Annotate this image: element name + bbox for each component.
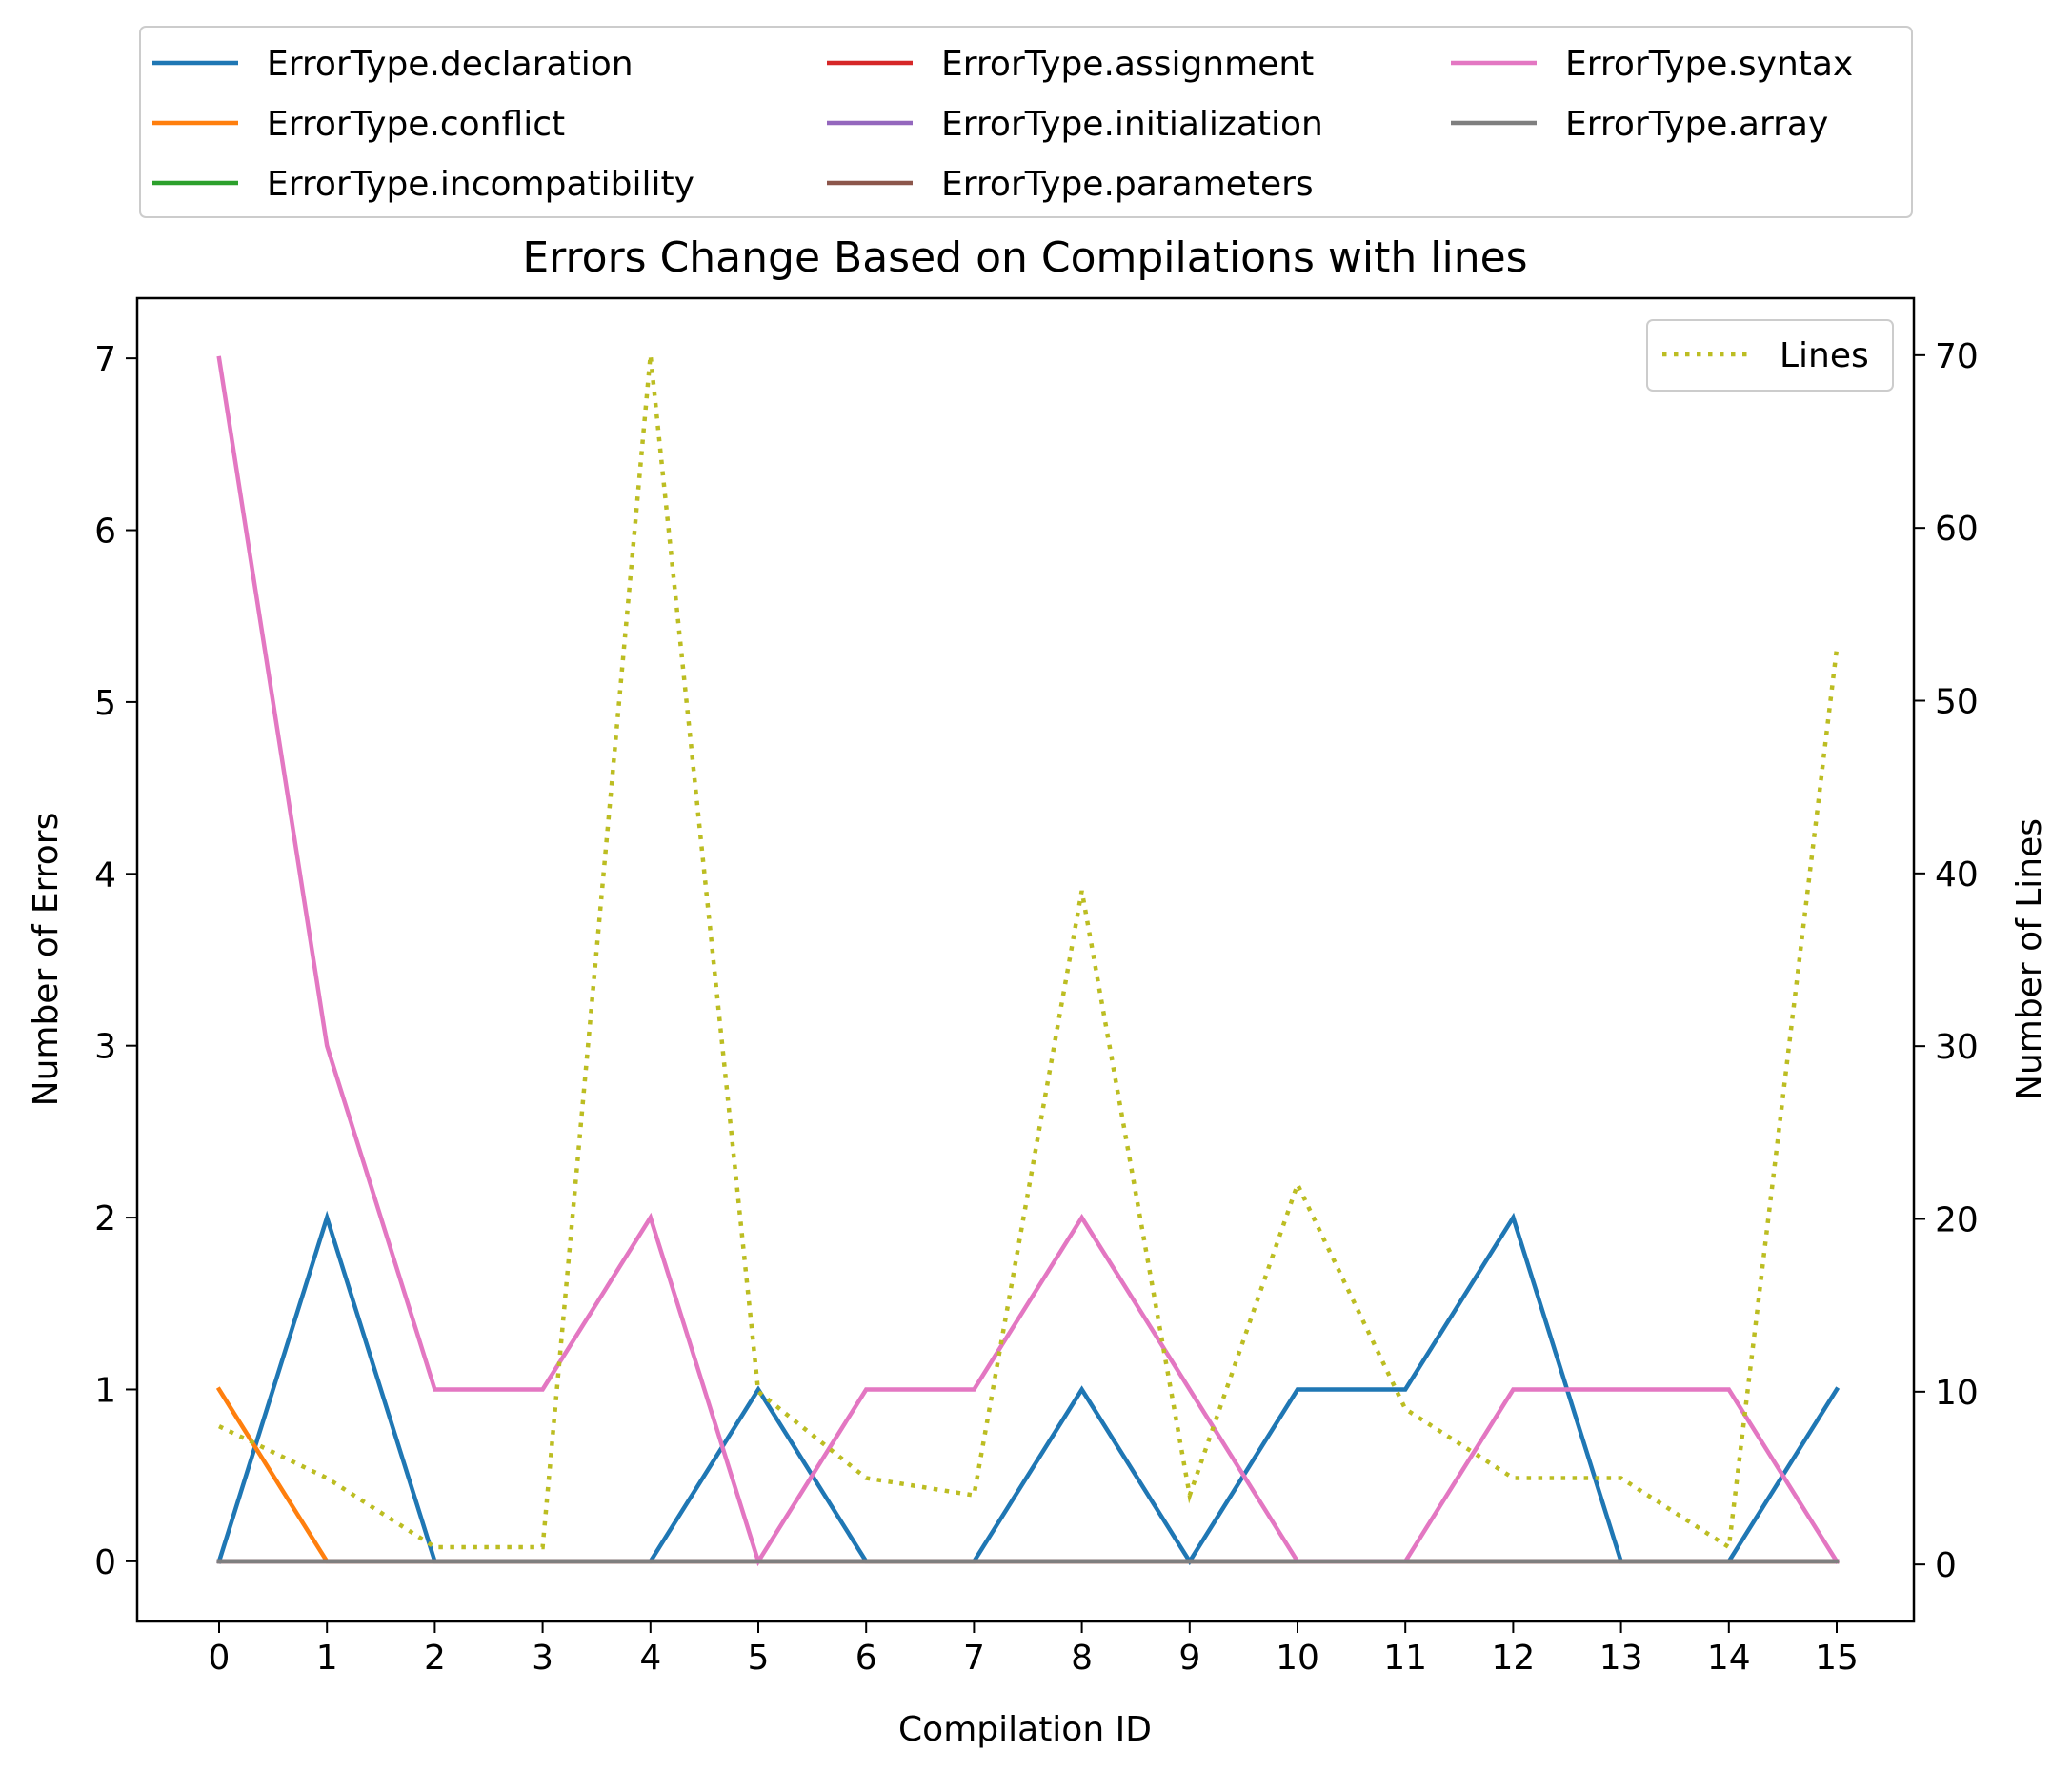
y-tick-label: 2 — [94, 1199, 116, 1238]
y2-tick-label: 0 — [1935, 1546, 1957, 1585]
lines-legend-box — [1646, 319, 1894, 392]
x-tick-label: 9 — [1178, 1639, 1200, 1678]
x-tick-label: 13 — [1599, 1639, 1643, 1678]
y-tick-label: 0 — [94, 1543, 116, 1582]
legend-label: ErrorType.initialization — [941, 105, 1323, 144]
plot-layer — [215, 354, 1841, 1567]
y2-tick-label: 70 — [1935, 337, 1979, 376]
x-tick-label: 8 — [1071, 1639, 1093, 1678]
y-tick-label: 7 — [94, 340, 116, 379]
y-tick-label: 6 — [94, 513, 116, 552]
y-tick-label: 1 — [94, 1371, 116, 1410]
y2-tick-label: 10 — [1935, 1374, 1979, 1413]
legend-label: ErrorType.parameters — [941, 165, 1314, 204]
y2-tick-label: 20 — [1935, 1200, 1979, 1239]
series-line-errortype-syntax — [216, 355, 1841, 1567]
legend-label: ErrorType.incompatibility — [267, 165, 694, 204]
legend-box — [139, 26, 1913, 218]
x-tick-label: 5 — [748, 1639, 770, 1678]
x-tick-label: 12 — [1491, 1639, 1535, 1678]
legend-label: ErrorType.array — [1565, 105, 1828, 144]
legend-label: ErrorType.declaration — [267, 45, 634, 84]
plot-frame — [135, 296, 1916, 1623]
x-tick-label: 3 — [532, 1639, 553, 1678]
x-tick-label: 14 — [1707, 1639, 1751, 1678]
y2-tick-label: 60 — [1935, 510, 1979, 549]
y2-tick-label: 30 — [1935, 1028, 1979, 1067]
y-tick-label: 4 — [94, 855, 116, 895]
legend: ErrorType.declaration ErrorType.conflict E… — [139, 26, 1913, 218]
y-tick-label: 3 — [94, 1028, 116, 1067]
x-tick-label: 11 — [1383, 1639, 1427, 1678]
x-axis-label: Compilation ID — [898, 1710, 1152, 1749]
legend-label: ErrorType.syntax — [1565, 45, 1853, 84]
x-tick-label: 7 — [963, 1639, 985, 1678]
legend-label: ErrorType.conflict — [267, 105, 565, 144]
y2-axis-label: Number of Lines — [2010, 818, 2049, 1100]
x-tick-label: 15 — [1815, 1639, 1859, 1678]
x-tick-label: 2 — [424, 1639, 446, 1678]
y2-tick-label: 40 — [1935, 855, 1979, 895]
x-tick-label: 10 — [1276, 1639, 1319, 1678]
x-tick-label: 4 — [639, 1639, 661, 1678]
lines-legend: Lines — [1646, 319, 1894, 392]
chart-title: Errors Change Based on Compilations with… — [522, 233, 1527, 282]
y-tick-label: 5 — [94, 684, 116, 723]
y-axis-label: Number of Errors — [27, 813, 66, 1107]
y2-tick-label: 50 — [1935, 683, 1979, 722]
lines-legend-label: Lines — [1780, 336, 1869, 375]
x-tick-label: 1 — [316, 1639, 338, 1678]
legend-label: ErrorType.assignment — [941, 45, 1314, 84]
x-tick-label: 0 — [209, 1639, 231, 1678]
x-tick-label: 6 — [855, 1639, 877, 1678]
